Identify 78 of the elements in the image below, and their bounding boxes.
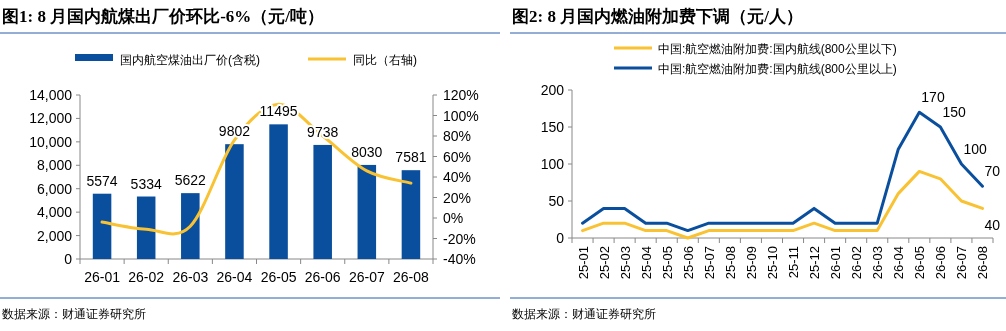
x-tick-label: 25-04 [638, 246, 654, 280]
data-label: 170 [921, 89, 945, 106]
data-label: 5574 [86, 172, 118, 189]
y2-tick-label: 0% [443, 210, 464, 226]
y-tick-label: 8,000 [36, 157, 73, 174]
bar [136, 196, 156, 259]
x-tick-label: 26-01 [828, 246, 844, 280]
x-tick-label: 25-11 [786, 246, 802, 279]
y-tick-label: 10,000 [29, 133, 73, 150]
data-label: 5334 [130, 175, 162, 192]
data-label: 150 [942, 104, 966, 120]
y-tick-label: 100 [540, 156, 565, 172]
x-tick-label: 25-03 [617, 246, 633, 280]
y-tick-label: 14,000 [29, 87, 73, 103]
x-tick-label: 26-02 [128, 269, 165, 285]
data-label: 40 [984, 217, 1001, 234]
legend-label: 中国:航空燃油附加费:国内航线(800公里以下) [658, 42, 897, 56]
x-tick-label: 26-01 [84, 269, 121, 285]
x-tick-label: 25-01 [575, 246, 591, 280]
bar [92, 193, 112, 259]
bar [313, 144, 332, 259]
x-tick-label: 25-07 [701, 246, 717, 280]
x-tick-label: 26-03 [172, 269, 209, 285]
data-label: 8030 [351, 143, 383, 160]
y2-tick-label: -40% [443, 251, 476, 267]
x-tick-label: 25-05 [659, 246, 675, 280]
y2-tick-label: 80% [443, 128, 472, 144]
x-tick-label: 26-06 [933, 246, 949, 280]
x-tick-label: 25-02 [596, 246, 612, 280]
x-tick-label: 26-02 [849, 246, 865, 280]
x-tick-label: 26-04 [216, 269, 253, 285]
data-label: 11495 [259, 103, 298, 120]
y-tick-label: 2,000 [36, 227, 73, 244]
legend-label: 国内航空煤油出厂价(含税) [120, 53, 260, 67]
x-tick-label: 26-06 [304, 269, 341, 285]
x-tick-label: 26-04 [891, 246, 907, 280]
y2-tick-label: 20% [443, 189, 472, 206]
x-tick-label: 26-05 [260, 269, 297, 285]
legend-label: 同比（右轴) [353, 53, 417, 67]
bar [181, 193, 200, 259]
data-label: 5622 [174, 172, 207, 189]
x-tick-label: 26-08 [975, 246, 991, 280]
y-tick-label: 12,000 [29, 110, 73, 127]
y2-tick-label: -20% [443, 230, 476, 247]
x-tick-label: 25-12 [807, 246, 823, 280]
data-label: 70 [984, 163, 1001, 180]
y-tick-label: 200 [540, 82, 565, 98]
data-label: 7581 [395, 149, 427, 166]
y-tick-label: 0 [64, 251, 73, 267]
chart-title: 图2: 8 月国内燃油附加费下调（元/人） [512, 7, 803, 26]
x-tick-label: 26-08 [393, 269, 430, 285]
x-tick-label: 25-06 [680, 246, 696, 280]
bar [269, 124, 288, 259]
y2-tick-label: 60% [443, 148, 472, 165]
y-tick-label: 4,000 [36, 204, 73, 221]
x-tick-label: 26-07 [348, 269, 385, 285]
bar [225, 144, 244, 259]
y2-tick-label: 40% [443, 169, 472, 185]
y-tick-label: 6,000 [36, 180, 73, 197]
x-tick-label: 26-03 [870, 246, 886, 280]
y-tick-label: 150 [540, 119, 565, 135]
y2-tick-label: 120% [443, 87, 479, 103]
x-tick-label: 25-09 [743, 246, 759, 280]
line-series [581, 169, 984, 240]
y2-tick-label: 100% [443, 107, 479, 124]
x-tick-label: 25-10 [764, 246, 780, 280]
source-note: 数据来源：财通证券研究所 [512, 307, 656, 321]
bar [401, 170, 421, 259]
chart-title: 图1: 8 月国内航煤出厂价环比-6%（元/吨） [2, 7, 325, 26]
bar [357, 164, 377, 259]
legend-label: 中国:航空燃油附加费:国内航线(800公里以上) [658, 62, 897, 76]
y-tick-label: 0 [556, 230, 565, 246]
y-tick-label: 50 [548, 193, 565, 209]
x-tick-label: 25-08 [722, 246, 738, 280]
data-label: 100 [963, 141, 987, 157]
x-tick-label: 26-07 [954, 246, 970, 280]
source-note: 数据来源：财通证券研究所 [2, 307, 146, 321]
x-tick-label: 26-05 [912, 246, 928, 280]
